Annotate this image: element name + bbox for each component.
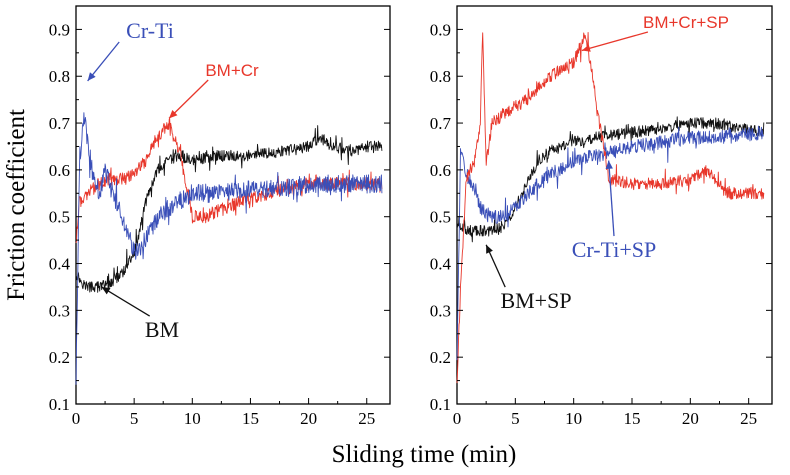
left-annotation-cr-ti: Cr-Ti	[126, 18, 174, 43]
right-annotation-arrow-line	[581, 31, 649, 52]
right-x-tick-label: 0	[453, 409, 462, 428]
left-x-tick-label: 5	[130, 409, 139, 428]
left-annotation-arrow-line	[168, 79, 209, 119]
left-annotation-arrow-line	[101, 286, 151, 317]
right-x-tick-label: 25	[740, 409, 757, 428]
right-y-tick-label: 0.9	[430, 20, 451, 39]
right-y-tick-label: 0.5	[430, 208, 451, 227]
right-annotation-arrowhead	[605, 160, 613, 169]
left-chart-panel: 0 5 10 15 20 25 0.1 0.2 0.3 0.4 0.5 0.6 0.7 0.8 0.9 Cr…	[49, 5, 391, 428]
left-annotation-arrowhead	[101, 286, 111, 295]
left-annotation-bm-cr: BM+Cr	[205, 61, 259, 80]
left-y-tick-label: 0.4	[49, 255, 71, 274]
left-annotation-bm: BM	[145, 317, 179, 342]
right-series-layer	[456, 31, 765, 384]
left-x-tick-label: 0	[72, 409, 81, 428]
right-annotation-arrowhead	[581, 44, 591, 52]
right-y-tick-label: 0.4	[430, 255, 452, 274]
left-annotation-arrowhead	[87, 72, 96, 81]
right-plot-frame	[456, 5, 773, 405]
right-x-tick-label: 10	[565, 409, 582, 428]
left-ticks-layer: 0 5 10 15 20 25 0.1 0.2 0.3 0.4 0.5 0.6 0.7 0.8 0.9	[49, 5, 390, 428]
right-y-tick-label: 0.8	[430, 67, 451, 86]
left-y-tick-label: 0.7	[49, 114, 71, 133]
right-annotation-bm-sp: BM+SP	[500, 288, 571, 313]
right-series-line-bm-cr-sp	[456, 31, 765, 384]
left-y-tick-label: 0.2	[49, 348, 70, 367]
left-y-tick-label: 0.3	[49, 301, 70, 320]
left-x-tick-label: 15	[242, 409, 259, 428]
left-y-tick-label: 0.1	[49, 395, 70, 414]
right-x-tick-label: 5	[511, 409, 520, 428]
right-annotations: BM+Cr+SP Cr-Ti+SP BM+SP	[485, 13, 729, 313]
right-annotation-bm-cr-sp: BM+Cr+SP	[643, 13, 729, 32]
right-ticks-layer: 0 5 10 15 20 25 0.1 0.2 0.3 0.4 0.5 0.6 0.7 0.8 0.9	[430, 5, 772, 428]
right-y-tick-label: 0.1	[430, 395, 451, 414]
right-x-tick-label: 15	[624, 409, 641, 428]
left-annotation-arrow-line	[87, 41, 120, 82]
left-series-layer	[75, 112, 383, 385]
right-annotation-arrow-line	[608, 160, 615, 237]
left-x-tick-label: 10	[184, 409, 201, 428]
left-series-line-bm	[75, 125, 383, 293]
left-y-tick-label: 0.5	[49, 208, 70, 227]
right-y-tick-label: 0.2	[430, 348, 451, 367]
right-y-tick-label: 0.3	[430, 301, 451, 320]
right-chart-panel: 0 5 10 15 20 25 0.1 0.2 0.3 0.4 0.5 0.6 0.7 0.8 0.9 BM…	[430, 5, 773, 428]
right-x-tick-label: 20	[682, 409, 699, 428]
x-axis-title: Sliding time (min)	[332, 441, 517, 468]
left-series-line-cr-ti	[75, 112, 383, 385]
right-y-tick-label: 0.7	[430, 114, 452, 133]
right-annotation-cr-ti-sp: Cr-Ti+SP	[572, 237, 657, 262]
left-plot-frame	[75, 5, 391, 405]
left-y-tick-label: 0.8	[49, 67, 70, 86]
right-series-line-cr-ti-sp	[456, 125, 765, 361]
left-annotation-arrowhead	[169, 110, 178, 119]
right-y-tick-label: 0.6	[430, 161, 451, 180]
left-x-tick-label: 25	[358, 409, 375, 428]
left-x-tick-label: 20	[300, 409, 317, 428]
y-axis-title: Friction coefficient	[3, 109, 30, 301]
right-annotation-arrowhead	[486, 244, 493, 254]
left-y-tick-label: 0.9	[49, 20, 70, 39]
left-y-tick-label: 0.6	[49, 161, 70, 180]
left-annotations: Cr-Ti BM+Cr BM	[87, 18, 259, 342]
